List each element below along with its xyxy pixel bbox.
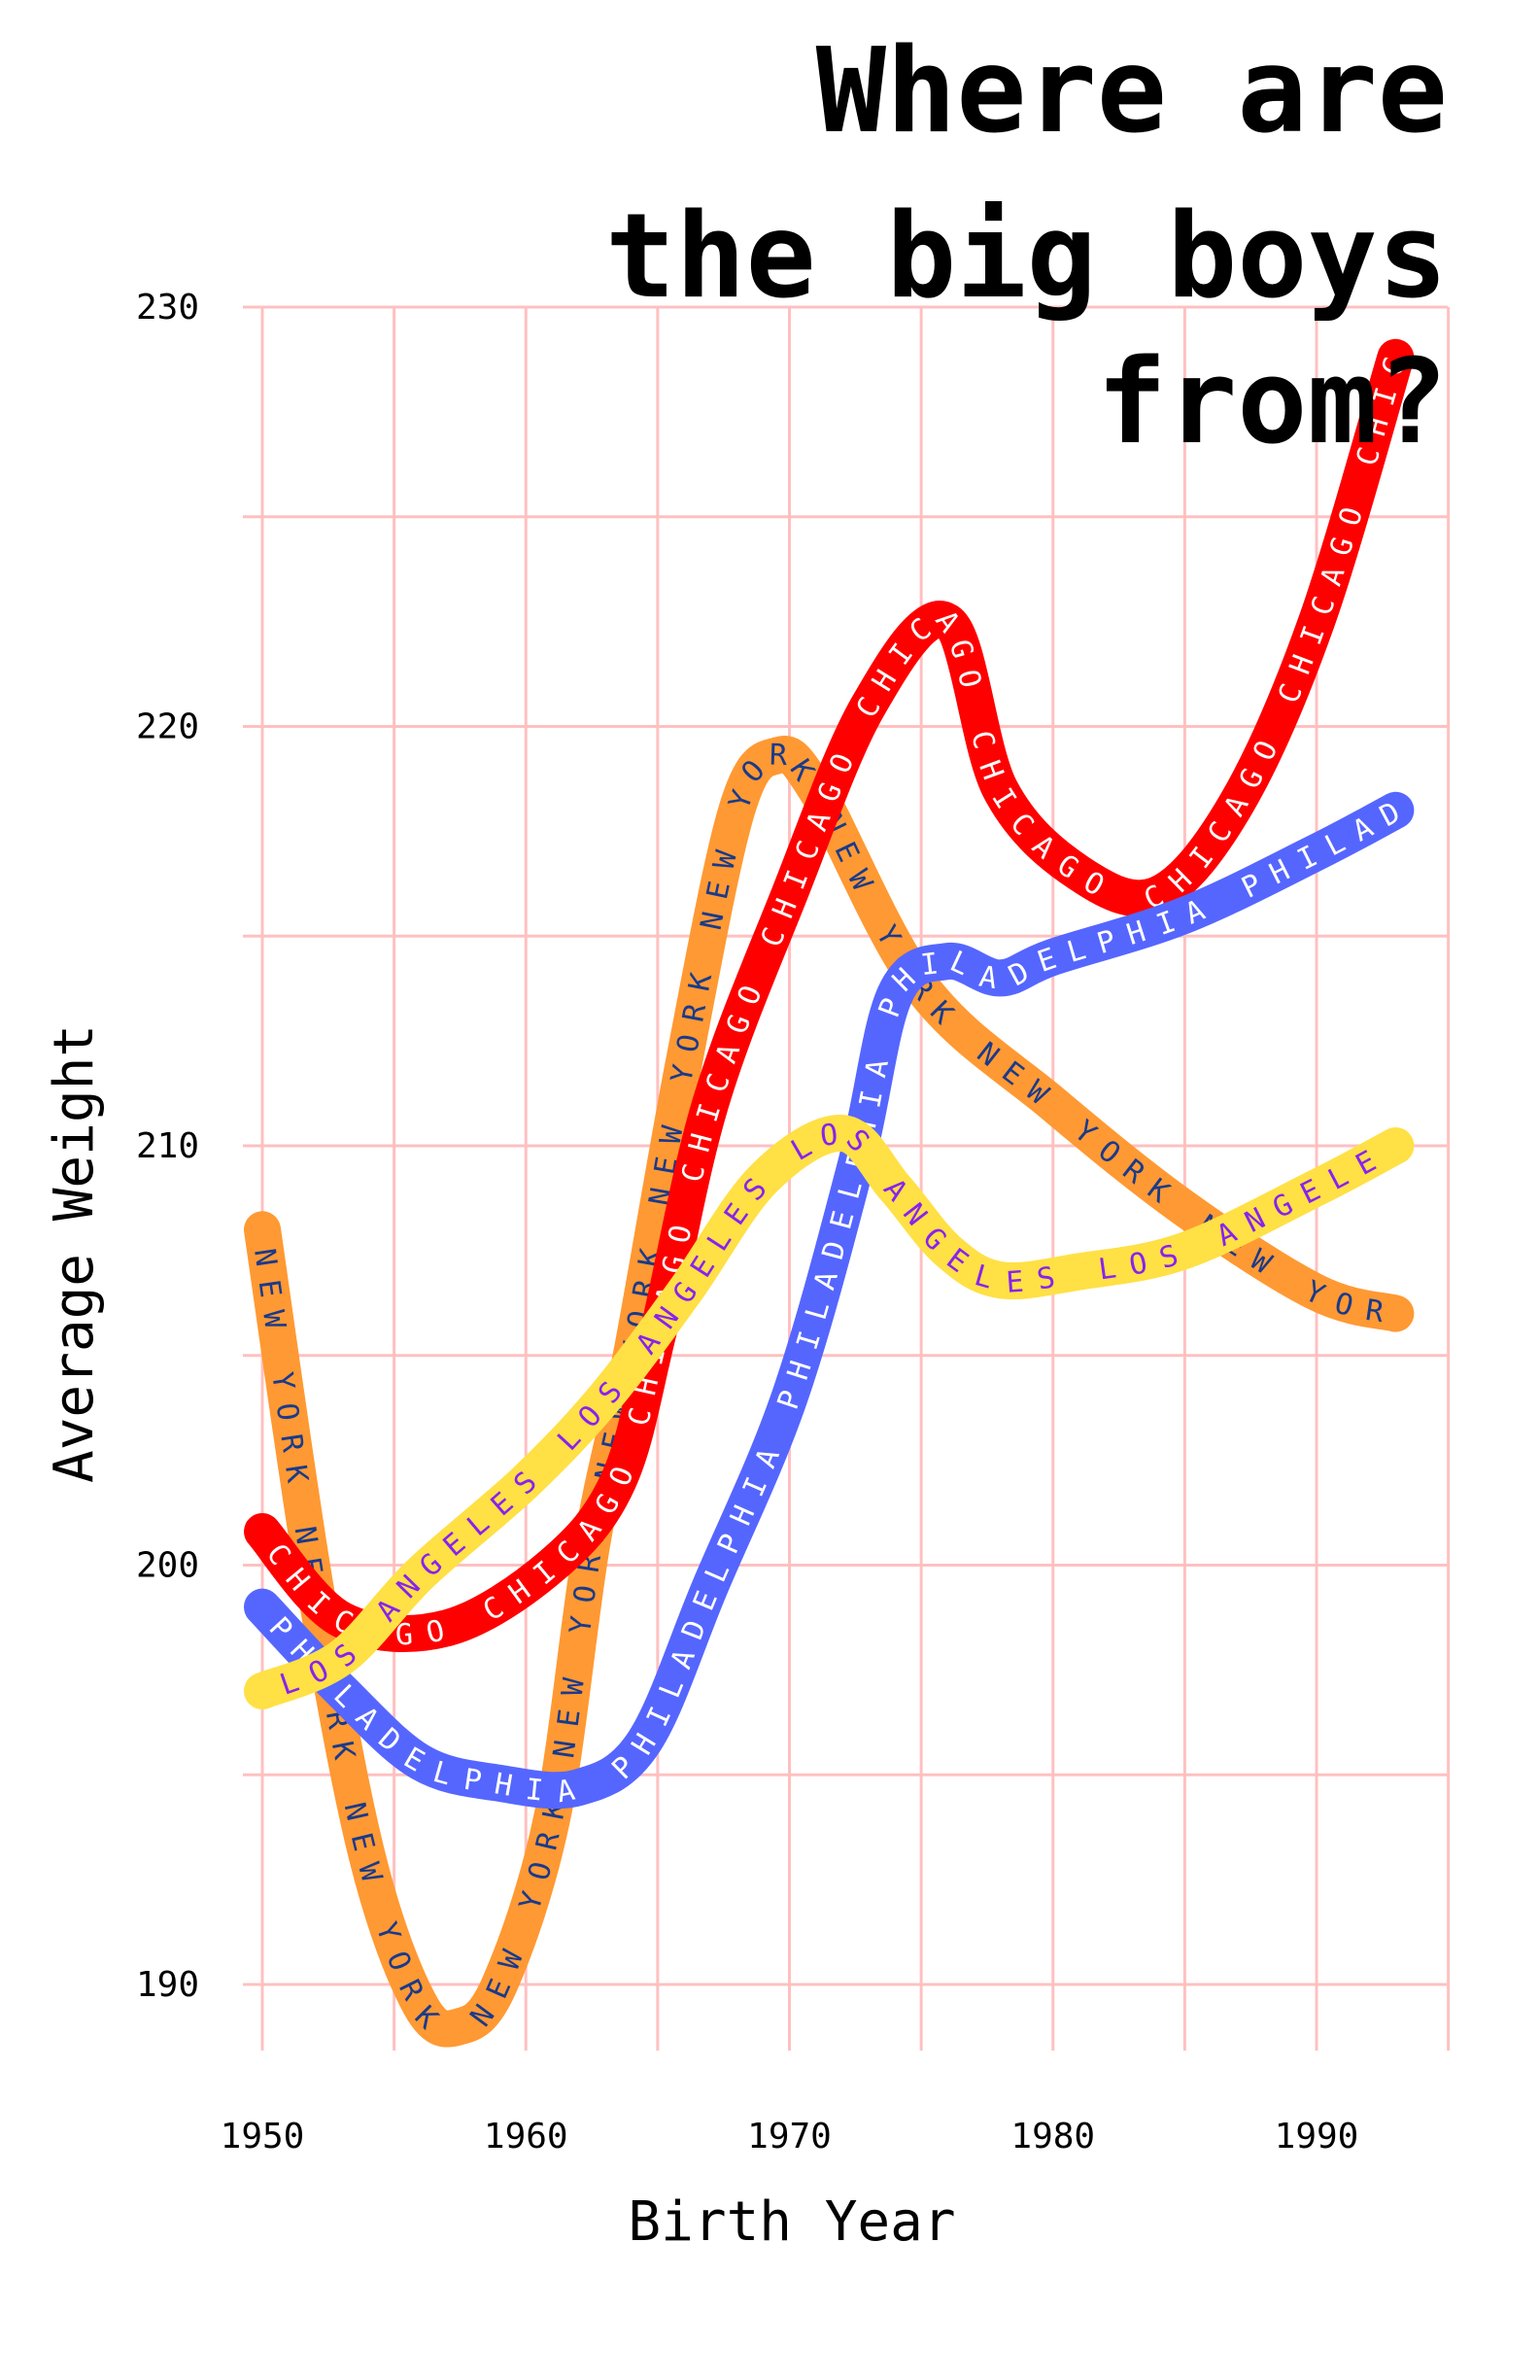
series-line	[244, 736, 1415, 2048]
y-tick-label: 230	[136, 288, 199, 328]
x-tick-label: 1980	[1010, 2117, 1095, 2156]
x-axis-label: Birth Year	[628, 2190, 955, 2254]
x-tick-label: 1970	[747, 2117, 832, 2156]
series-line	[244, 1115, 1415, 1709]
y-axis-label: Average Weight	[43, 1024, 106, 1483]
x-tick-label: 1960	[484, 2117, 568, 2156]
x-tick-label: 1950	[221, 2117, 305, 2156]
y-tick-label: 220	[136, 707, 199, 747]
chart-title-line-3: from?	[1097, 335, 1448, 470]
axis-ticks: 1950 1960 1970 1980 1990 190 200 210 220 230	[136, 288, 1358, 2156]
x-tick-label: 1990	[1275, 2117, 1359, 2156]
series-line	[244, 338, 1415, 1652]
y-tick-label: 210	[136, 1126, 199, 1166]
y-tick-label: 190	[136, 1965, 199, 2005]
series-line	[244, 791, 1415, 1810]
chart-title-line-2: the big boys	[605, 190, 1448, 325]
chart-title-line-1: Where are	[816, 24, 1448, 159]
y-tick-label: 200	[136, 1546, 199, 1586]
